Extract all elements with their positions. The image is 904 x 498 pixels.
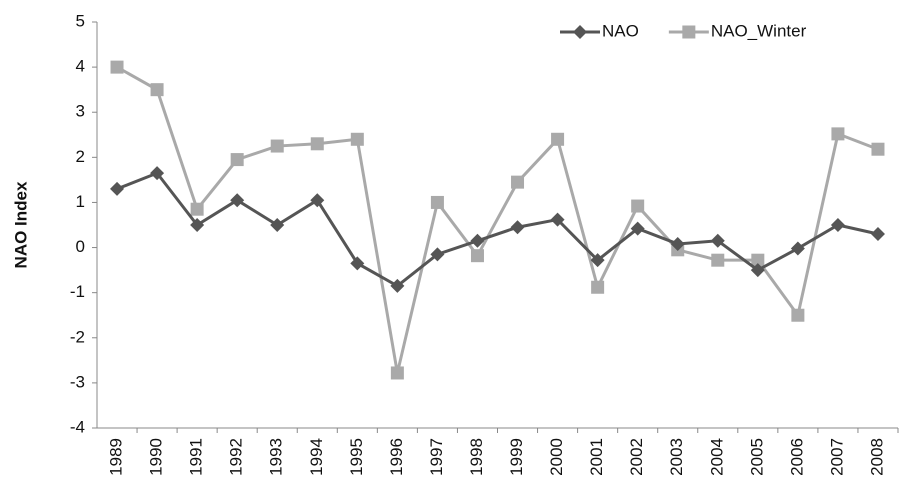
y-tick-label: -1 <box>70 282 85 301</box>
marker <box>390 278 405 293</box>
marker <box>511 175 525 189</box>
marker <box>790 241 805 256</box>
marker <box>670 236 685 251</box>
marker <box>830 218 845 232</box>
marker <box>470 233 485 248</box>
x-tick-label: 1998 <box>467 438 486 476</box>
y-tick-label: 3 <box>76 102 85 121</box>
marker <box>590 253 605 268</box>
marker <box>630 221 645 236</box>
x-tick-label: 2004 <box>707 438 726 476</box>
marker <box>591 280 605 294</box>
x-tick-label: 2008 <box>867 438 886 476</box>
x-tick-label: 2001 <box>587 438 606 476</box>
marker <box>270 139 284 153</box>
marker <box>711 253 725 267</box>
marker <box>310 193 325 208</box>
marker <box>350 256 365 271</box>
marker <box>110 181 125 196</box>
x-tick-label: 2006 <box>787 438 806 476</box>
marker <box>710 233 725 248</box>
x-tick-label: 2002 <box>627 438 646 476</box>
x-tick-label: 1995 <box>347 438 366 476</box>
marker <box>682 25 696 39</box>
y-tick-label: 1 <box>76 192 85 211</box>
y-tick-label: 2 <box>76 147 85 166</box>
y-tick-label: -2 <box>70 327 85 346</box>
y-axis-label: NAO Index <box>11 181 30 268</box>
y-tick-label: -3 <box>70 372 85 391</box>
x-tick-label: 2000 <box>547 438 566 476</box>
x-tick-label: 2005 <box>747 438 766 476</box>
marker <box>390 366 404 380</box>
marker <box>870 227 885 242</box>
marker <box>631 199 645 213</box>
x-tick-label: 1994 <box>307 438 326 476</box>
x-tick-label: 2007 <box>827 438 846 476</box>
x-tick-label: 1992 <box>227 438 246 476</box>
marker <box>871 142 885 156</box>
marker <box>150 166 165 181</box>
marker <box>190 202 204 216</box>
marker <box>350 132 364 146</box>
marker <box>150 83 164 97</box>
y-tick-label: -4 <box>70 417 85 436</box>
marker <box>230 153 244 167</box>
x-tick-label: 1993 <box>267 438 286 476</box>
marker <box>751 253 765 267</box>
x-tick-label: 1989 <box>107 438 126 476</box>
x-tick-label: 1997 <box>427 438 446 476</box>
marker <box>430 247 445 262</box>
x-tick-label: 1990 <box>147 438 166 476</box>
x-tick-label: 1996 <box>387 438 406 476</box>
y-tick-label: 0 <box>76 237 85 256</box>
x-tick-label: 1999 <box>507 438 526 476</box>
y-tick-label: 5 <box>76 11 85 30</box>
legend-label: NAO_Winter <box>711 21 807 40</box>
marker <box>510 220 525 235</box>
marker <box>791 308 805 322</box>
marker <box>750 263 765 278</box>
series-line <box>116 65 879 374</box>
y-tick-label: 4 <box>76 57 85 76</box>
legend-label: NAO <box>602 21 639 40</box>
series-line <box>116 171 879 288</box>
marker <box>230 193 245 208</box>
marker <box>110 60 124 74</box>
marker <box>430 195 444 209</box>
x-tick-label: 1991 <box>187 438 206 476</box>
marker <box>573 25 587 39</box>
marker <box>550 212 565 227</box>
x-tick-label: 2003 <box>667 438 686 476</box>
marker <box>470 249 484 263</box>
marker <box>310 137 324 151</box>
marker <box>190 218 205 232</box>
marker <box>270 218 285 232</box>
marker <box>551 132 565 146</box>
marker <box>831 127 845 141</box>
